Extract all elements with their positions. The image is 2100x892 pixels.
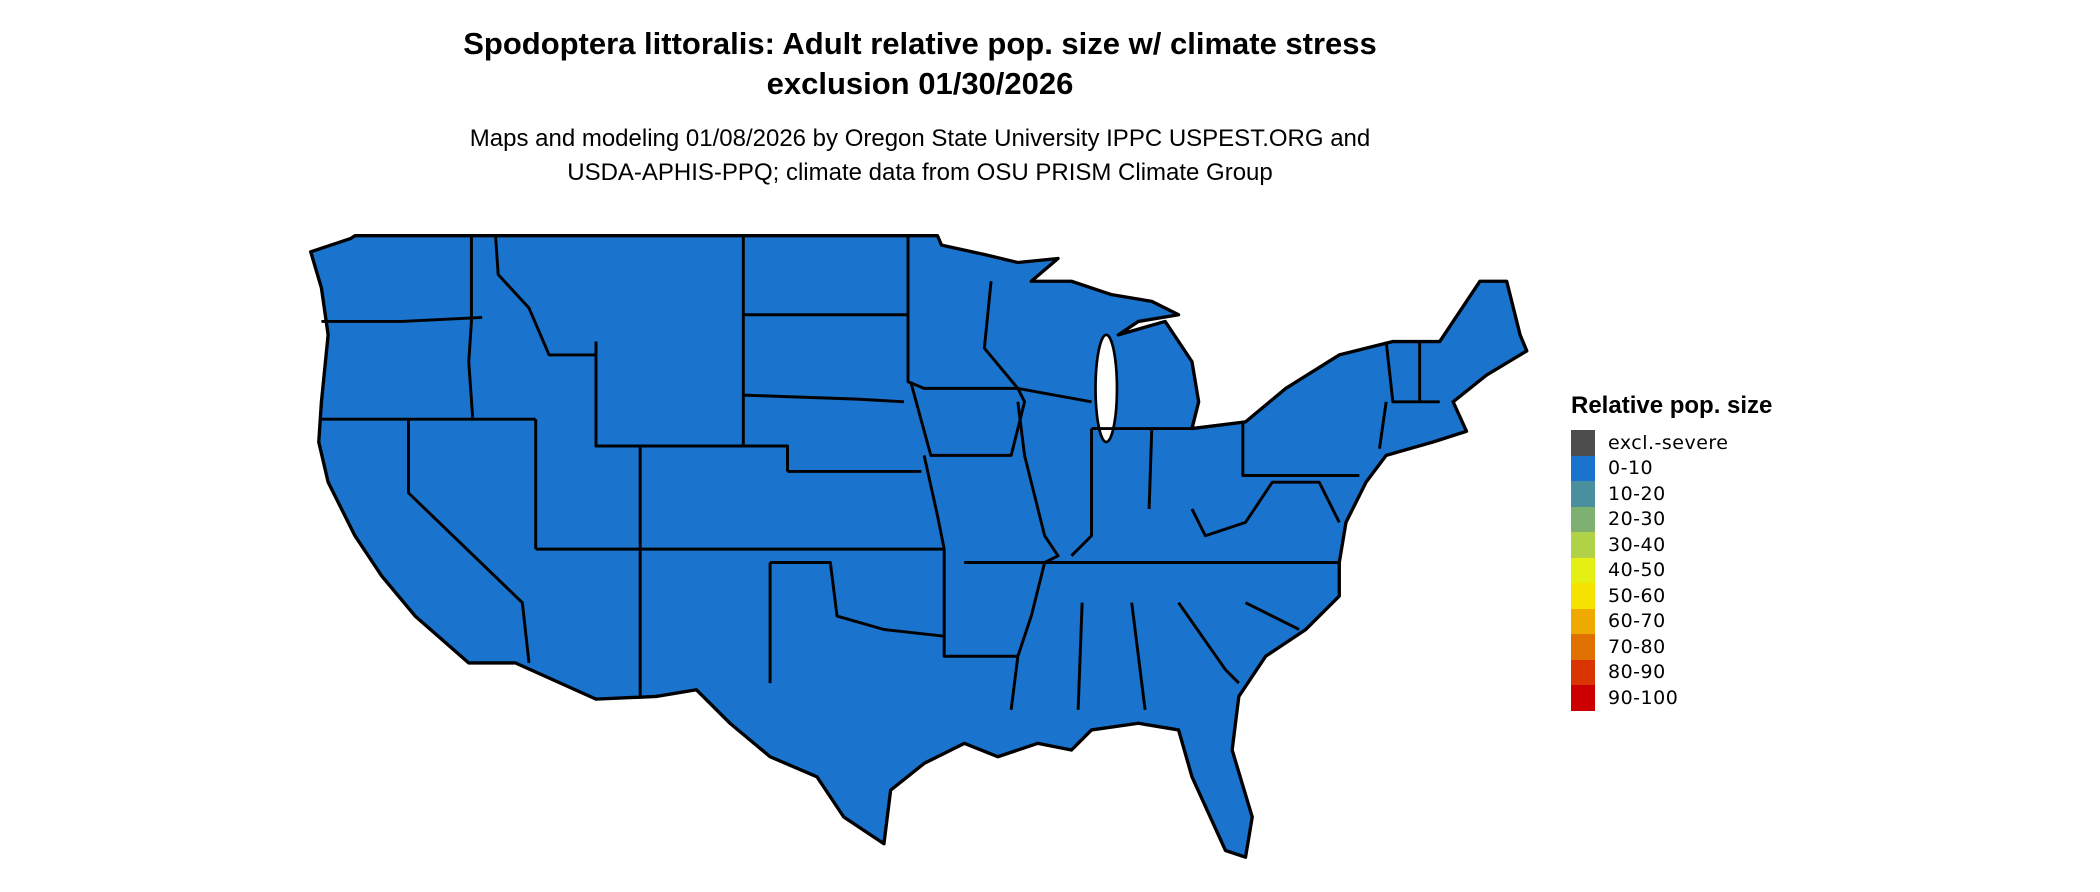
legend-label: 80-90 — [1608, 661, 1666, 684]
legend-item: 70-80 — [1571, 634, 1772, 660]
legend: Relative pop. size excl.-severe 0-10 10-20… — [1571, 392, 1772, 711]
legend-item: 20-30 — [1571, 506, 1772, 532]
legend-label: 10-20 — [1608, 482, 1666, 505]
legend-swatch — [1571, 455, 1595, 481]
legend-swatch — [1571, 608, 1595, 634]
legend-item: 90-100 — [1571, 685, 1772, 711]
legend-items: excl.-severe 0-10 10-20 20-30 30-40 40-50 50-6… — [1571, 430, 1772, 711]
legend-swatch — [1571, 481, 1595, 507]
legend-label: 60-70 — [1608, 610, 1666, 633]
legend-item: 0-10 — [1571, 455, 1772, 481]
legend-item: 80-90 — [1571, 659, 1772, 685]
state-borders — [321, 235, 1440, 711]
legend-swatch — [1571, 583, 1595, 609]
legend-label: 90-100 — [1608, 686, 1679, 709]
legend-label: 30-40 — [1608, 533, 1666, 556]
legend-item: 50-60 — [1571, 583, 1772, 609]
legend-label: excl.-severe — [1608, 431, 1729, 454]
legend-item: 60-70 — [1571, 608, 1772, 634]
map-title: Spodoptera littoralis: Adult relative po… — [320, 24, 1520, 104]
legend-item: 30-40 — [1571, 532, 1772, 558]
map-subtitle: Maps and modeling 01/08/2026 by Oregon S… — [320, 122, 1520, 190]
legend-label: 50-60 — [1608, 584, 1666, 607]
legend-swatch — [1571, 634, 1595, 660]
title-line-1: Spodoptera littoralis: Adult relative po… — [463, 26, 1377, 61]
legend-title: Relative pop. size — [1571, 392, 1773, 419]
legend-item: 40-50 — [1571, 557, 1772, 583]
legend-swatch — [1571, 506, 1595, 532]
us-outline — [309, 234, 1529, 859]
legend-label: 40-50 — [1608, 559, 1666, 582]
legend-item: excl.-severe — [1571, 430, 1772, 456]
legend-swatch — [1571, 532, 1595, 558]
title-line-2: exclusion 01/30/2026 — [766, 66, 1074, 101]
subtitle-line-1: Maps and modeling 01/08/2026 by Oregon S… — [469, 125, 1371, 152]
legend-swatch — [1571, 557, 1595, 583]
legend-label: 0-10 — [1608, 457, 1654, 480]
legend-swatch — [1571, 685, 1595, 711]
subtitle-line-2: USDA-APHIS-PPQ; climate data from OSU PR… — [567, 159, 1273, 186]
legend-swatch — [1571, 659, 1595, 685]
legend-swatch — [1571, 430, 1595, 456]
legend-label: 70-80 — [1608, 635, 1666, 658]
legend-label: 20-30 — [1608, 508, 1666, 531]
legend-item: 10-20 — [1571, 481, 1772, 507]
lake-michigan — [1094, 333, 1119, 444]
